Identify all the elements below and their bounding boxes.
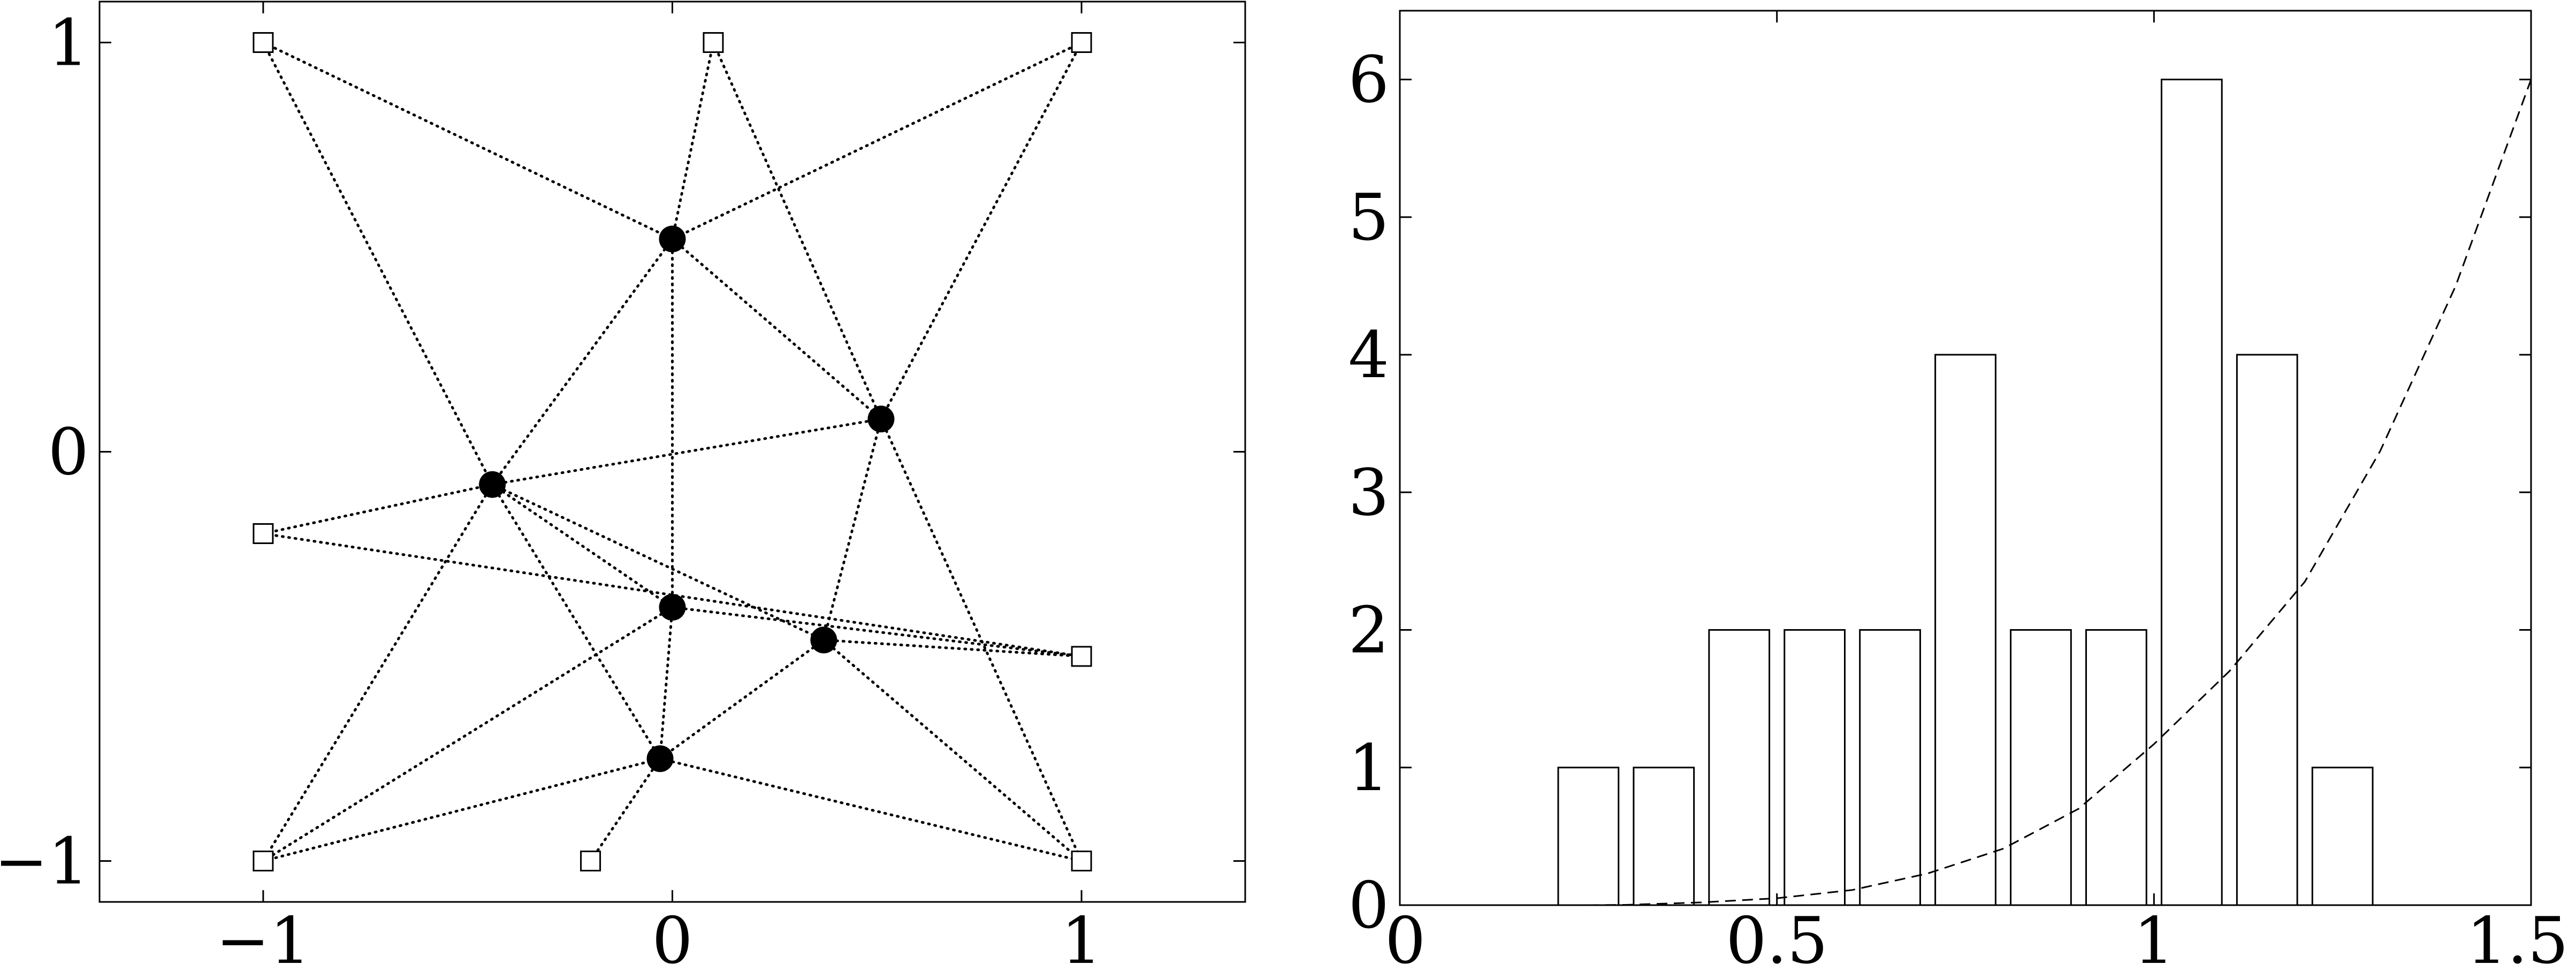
network-edge: [822, 638, 1083, 862]
histogram-y-tick-label: 2: [1348, 594, 1389, 668]
anchor-square: [1071, 646, 1092, 667]
histogram-bars: [1557, 79, 2374, 906]
histogram-x-tick-label: 1.5: [2466, 904, 2569, 969]
network-edge: [879, 41, 1083, 420]
network-edge: [262, 757, 662, 862]
histogram-ticks: 0 0.5 1 1.5 0 1 2 3 4 5 6: [1348, 11, 2569, 972]
network-edge: [671, 606, 1083, 658]
network-edge: [822, 638, 1083, 658]
network-edge: [262, 41, 494, 486]
network-edge: [659, 606, 674, 760]
node-point: [810, 626, 837, 654]
network-edge: [262, 606, 674, 862]
network-anchors: [253, 32, 1092, 871]
network-edge: [491, 417, 882, 486]
network-edge: [659, 638, 825, 760]
histogram-x-tick-label: 0.5: [1726, 904, 1828, 969]
histogram-bar: [2311, 767, 2374, 906]
histogram-y-tick-label: 3: [1348, 456, 1389, 530]
histogram-bar: [1708, 629, 1771, 906]
anchor-square: [253, 851, 274, 871]
histogram-bar: [1859, 629, 1921, 906]
node-point: [659, 225, 686, 252]
anchor-square: [1071, 32, 1092, 53]
histogram-y-tick-label: 1: [1348, 731, 1389, 806]
histogram-bar: [2160, 79, 2223, 906]
network-edge: [491, 483, 674, 609]
network-y-tick-label: −1: [0, 825, 89, 899]
network-panel: −1 0 1 −1 0 1: [0, 1, 1246, 972]
histogram-bar: [1557, 767, 1620, 906]
histogram-y-tick-label: 6: [1348, 43, 1389, 118]
histogram-bar: [2085, 629, 2147, 906]
network-edge: [491, 483, 662, 760]
node-point: [479, 471, 506, 498]
anchor-square: [253, 523, 274, 544]
network-edge: [671, 41, 1083, 241]
reference-curve: [1400, 79, 2532, 906]
network-x-tick-label: −1: [216, 904, 310, 969]
histogram-bar: [2010, 629, 2072, 906]
network-edge: [589, 757, 662, 862]
node-point: [659, 594, 686, 621]
anchor-square: [1071, 851, 1092, 871]
network-edge: [671, 238, 882, 420]
network-edge: [712, 41, 882, 420]
network-x-tick-label: 0: [652, 904, 692, 969]
histogram-bar: [1784, 629, 1846, 906]
anchor-square: [703, 32, 724, 53]
anchor-square: [253, 32, 274, 53]
network-edges: [262, 41, 1083, 862]
histogram-y-tick-label: 4: [1348, 318, 1389, 393]
network-edge: [262, 483, 494, 535]
network-y-tick-label: 1: [48, 6, 89, 81]
histogram-bar: [1633, 767, 1695, 906]
histogram-x-tick-label: 1: [2133, 904, 2174, 969]
node-point: [646, 745, 674, 772]
network-edge: [822, 417, 882, 641]
histogram-y-tick-label: 5: [1348, 181, 1389, 255]
network-x-tick-label: 1: [1061, 904, 1102, 969]
histogram-bar: [2236, 354, 2298, 906]
node-point: [867, 405, 895, 433]
histogram-y-tick-label: 0: [1348, 869, 1389, 943]
histogram-x-tick-label: 0: [1385, 904, 1426, 969]
network-edge: [671, 41, 715, 241]
network-edge: [262, 41, 674, 241]
network-edge: [659, 757, 1083, 862]
network-ticks: −1 0 1 −1 0 1: [0, 2, 1245, 972]
network-nodes: [479, 225, 895, 772]
network-edge: [491, 238, 674, 486]
network-edge: [262, 483, 494, 862]
network-y-tick-label: 0: [48, 416, 89, 490]
network-edge: [491, 483, 825, 641]
anchor-square: [580, 851, 601, 871]
histogram-panel: 0 0.5 1 1.5 0 1 2 3 4 5 6: [1348, 10, 2569, 972]
histogram-bar: [1934, 354, 1996, 906]
